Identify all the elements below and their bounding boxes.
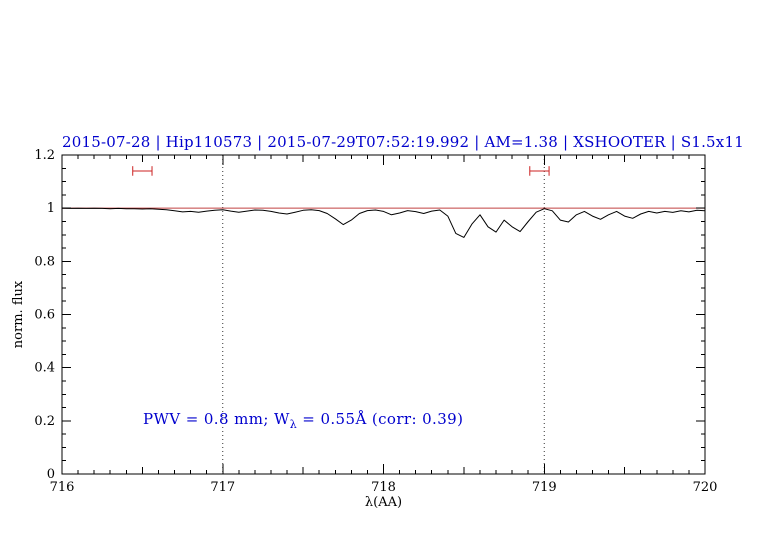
spectrum-line [61, 207, 706, 238]
y-tick-label: 0.6 [34, 308, 55, 323]
annotation-lambda-subscript: λ [289, 418, 298, 431]
x-tick-label: 718 [371, 480, 396, 495]
annotation-text-suffix: = 0.55Å (corr: 0.39) [297, 410, 464, 428]
x-tick-label: 717 [210, 480, 235, 495]
x-tick-label: 719 [532, 480, 557, 495]
y-tick-label: 1 [47, 201, 55, 216]
x-tick-label: 720 [693, 480, 718, 495]
y-tick-label: 0.2 [34, 414, 55, 429]
y-axis-label: norm. flux [11, 280, 26, 348]
plot-title: 2015-07-28 | Hip110573 | 2015-07-29T07:5… [62, 133, 744, 151]
y-tick-label: 0 [47, 467, 55, 482]
annotation-text-prefix: PWV = 0.8 mm; W [143, 410, 290, 428]
x-tick-label: 716 [50, 480, 75, 495]
x-axis-label: λ(AA) [365, 495, 402, 510]
y-tick-label: 0.8 [34, 254, 55, 269]
pwv-annotation: PWV = 0.8 mm; Wλ = 0.55Å (corr: 0.39) [143, 410, 463, 431]
y-tick-label: 1.2 [34, 148, 55, 163]
y-tick-label: 0.4 [34, 361, 55, 376]
